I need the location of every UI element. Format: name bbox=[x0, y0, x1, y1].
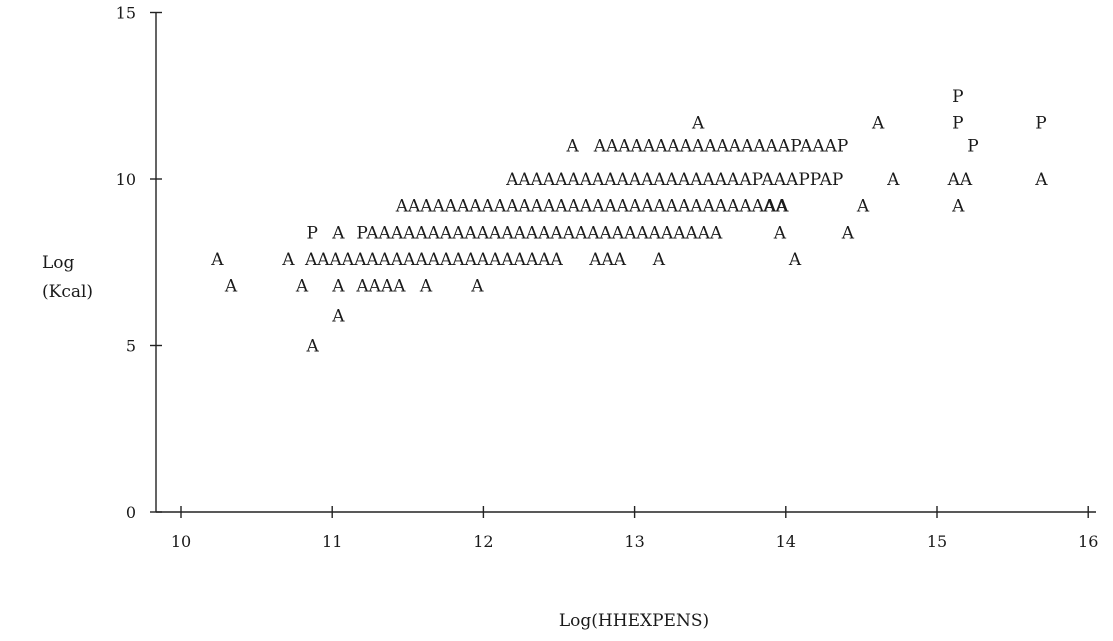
y-tick-label: 15 bbox=[116, 4, 136, 23]
scatter-point-group: A bbox=[691, 113, 705, 133]
scatter-point-group: A bbox=[419, 277, 433, 297]
scatter-point-group: A bbox=[281, 250, 295, 270]
scatter-point-group: A bbox=[951, 197, 965, 217]
scatter-point-group: A bbox=[470, 277, 484, 297]
scatter-point-group: AAAAAAAAAAAAAAAAAAAAPAAAPPAP bbox=[505, 170, 843, 190]
scatter-point-group: A bbox=[224, 277, 238, 297]
scatter-point-group: A bbox=[305, 337, 319, 357]
y-tick-label: 10 bbox=[116, 170, 136, 189]
scatter-point-group: A bbox=[210, 250, 224, 270]
scatter-point-group: A bbox=[871, 113, 885, 133]
x-tick-label: 12 bbox=[473, 532, 493, 551]
x-tick-label: 13 bbox=[624, 532, 644, 551]
scatter-point-group: A bbox=[856, 197, 870, 217]
y-axis-title-line2: (Kcal) bbox=[42, 282, 93, 302]
scatter-point-group: P bbox=[1035, 113, 1046, 133]
scatter-point-group: AA bbox=[762, 197, 788, 217]
scatter-point-group: P bbox=[952, 87, 963, 107]
y-axis-ticks: 0 5 10 15 bbox=[116, 4, 162, 522]
scatter-point-group: A bbox=[566, 137, 580, 157]
x-axis-title: Log(HHEXPENS) bbox=[559, 611, 709, 631]
scatter-point-group: A bbox=[788, 250, 802, 270]
scatter-point-group: P bbox=[967, 137, 978, 157]
scatter-point-group: AAAAAAAAAAAAAAAAPAAAP bbox=[593, 137, 849, 157]
scatter-point-group: A bbox=[1034, 170, 1048, 190]
scatter-point-group: AAAAAAAAAAAAAAAAAAAAAAAAAAAAAAAA bbox=[395, 197, 790, 217]
y-tick-label: 0 bbox=[126, 503, 136, 522]
scatter-point-group: AAAAAAAAAAAAAAAAAAAAA bbox=[304, 250, 564, 270]
x-tick-label: 10 bbox=[171, 532, 191, 551]
x-axis-ticks: 10 11 12 13 14 15 16 bbox=[171, 506, 1098, 551]
scatter-point-group: P bbox=[952, 113, 963, 133]
plot-points: PA A P PA AAAAAAAAAAAAAAAAPAAAP PAAAAAAAAAAAA… bbox=[210, 87, 1048, 357]
scatter-point-group: A bbox=[331, 307, 345, 327]
scatter-point-group: A bbox=[886, 170, 900, 190]
scatter-point-group: A bbox=[652, 250, 666, 270]
x-tick-label: 11 bbox=[322, 532, 342, 551]
scatter-point-group: A bbox=[331, 223, 345, 243]
scatter-point-group: AAA bbox=[588, 250, 627, 270]
scatter-point-group: AAAA bbox=[355, 277, 406, 297]
scatter-point-group: A bbox=[773, 223, 787, 243]
scatter-point-group: A bbox=[295, 277, 309, 297]
scatter-point-group: A bbox=[841, 223, 855, 243]
y-tick-label: 5 bbox=[126, 337, 136, 356]
x-tick-label: 16 bbox=[1078, 532, 1098, 551]
scatter-point-group: AA bbox=[947, 170, 973, 190]
y-axis-title-line1: Log bbox=[42, 253, 75, 273]
x-tick-label: 14 bbox=[776, 532, 796, 551]
scatter-point-group: A bbox=[331, 277, 345, 297]
scatter-point-group: P bbox=[306, 223, 317, 243]
x-tick-label: 15 bbox=[927, 532, 947, 551]
scatter-point-group: PAAAAAAAAAAAAAAAAAAAAAAAAAAAAA bbox=[356, 223, 723, 243]
